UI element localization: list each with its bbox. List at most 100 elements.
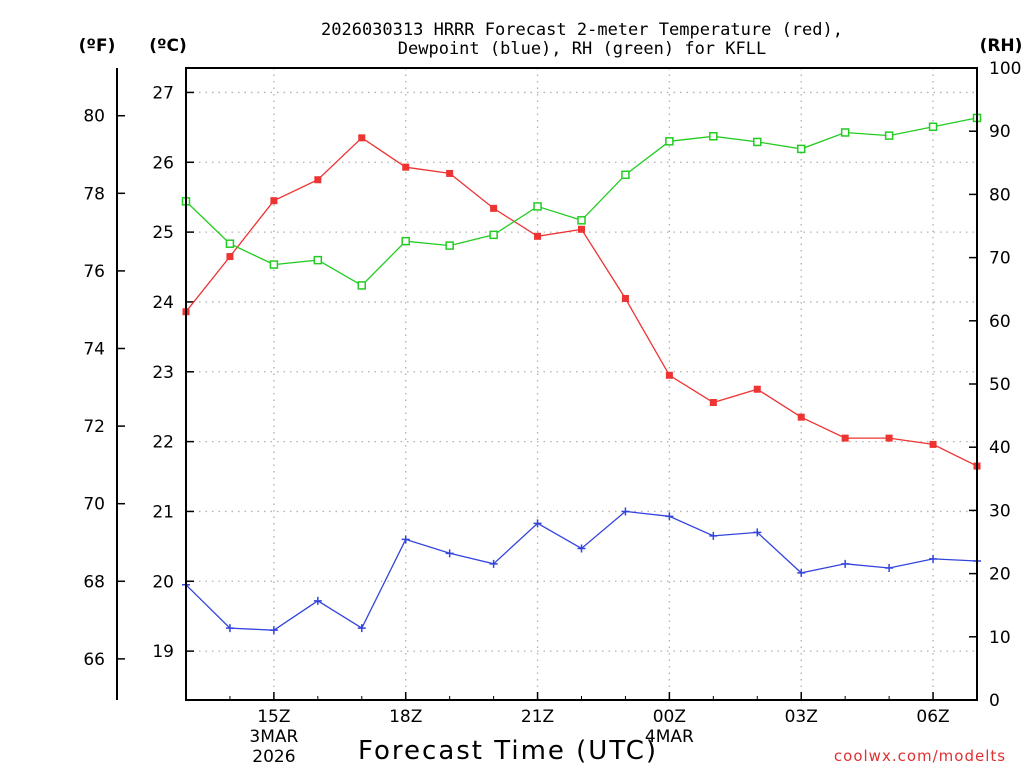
celsius-tick-label: 20: [152, 572, 174, 592]
x-tick-label: 00Z: [653, 707, 686, 727]
temperature-point: [402, 163, 410, 171]
dewpoint-point: [885, 564, 894, 573]
celsius-tick-label: 22: [152, 433, 174, 453]
dewpoint-point: [753, 528, 762, 537]
grid-lines: [186, 68, 977, 700]
rh-tick-label: 70: [989, 249, 1011, 269]
dewpoint-point: [577, 544, 586, 553]
celsius-unit-label: (ºC): [149, 36, 187, 56]
x-tick-label: 15Z: [257, 707, 290, 727]
temperature-point: [270, 197, 278, 205]
x-tick-year-label: 2026: [252, 747, 295, 767]
temperature-point: [665, 371, 673, 379]
rh-point: [357, 281, 367, 290]
rh-point: [577, 216, 586, 225]
dewpoint-point: [357, 624, 366, 633]
x-axis-title: Forecast Time (UTC): [358, 736, 658, 766]
x-tick-label: 18Z: [389, 707, 422, 727]
dewpoint-point: [401, 535, 410, 544]
rh-tick-label: 50: [989, 375, 1011, 395]
data-series: [181, 113, 982, 635]
source-credit: coolwx.com/modelts: [834, 747, 1006, 765]
dewpoint-point: [225, 624, 234, 633]
rh-unit-label: (RH): [980, 36, 1023, 56]
dewpoint-point: [665, 512, 674, 521]
fahrenheit-tick-label: 72: [83, 417, 105, 437]
rh-point: [621, 170, 630, 180]
dewpoint-point: [621, 507, 630, 516]
chart-title-line-1: 2026030313 HRRR Forecast 2-meter Tempera…: [321, 20, 843, 40]
temperature-point: [490, 204, 498, 212]
rh-tick-label: 60: [989, 312, 1011, 332]
x-tick-date-label: 4MAR: [645, 727, 694, 747]
rh-point: [489, 230, 498, 240]
dewpoint-line: [185, 510, 978, 631]
temperature-point: [753, 385, 761, 393]
x-tick-date-label: 3MAR: [249, 727, 298, 747]
temperature-point: [885, 434, 893, 442]
dewpoint-point: [313, 596, 322, 605]
dewpoint-point: [841, 559, 850, 568]
rh-point: [401, 236, 410, 246]
rh-tick-label: 90: [989, 122, 1011, 142]
chart-title: 2026030313 HRRR Forecast 2-meter Tempera…: [321, 20, 843, 59]
fahrenheit-unit-label: (ºF): [79, 36, 116, 56]
celsius-tick-label: 26: [152, 153, 174, 173]
fahrenheit-tick-label: 76: [83, 262, 105, 282]
rh-point: [884, 131, 894, 140]
celsius-tick-label: 24: [152, 293, 174, 313]
rh-point: [753, 137, 762, 147]
rh-point: [313, 255, 323, 265]
dewpoint-point: [797, 568, 806, 577]
temperature-point: [358, 134, 366, 142]
x-tick-label: 06Z: [916, 707, 949, 727]
temperature-point: [621, 294, 629, 302]
fahrenheit-tick-label: 78: [83, 184, 105, 204]
fahrenheit-tick-label: 68: [83, 572, 105, 592]
rh-line: [185, 117, 978, 287]
dewpoint-point: [709, 531, 718, 540]
chart-title-line-2: Dewpoint (blue), RH (green) for KFLL: [398, 39, 766, 59]
celsius-tick-label: 27: [152, 83, 174, 103]
rh-point: [445, 241, 454, 250]
fahrenheit-tick-label: 74: [83, 340, 105, 360]
x-tick-label: 03Z: [785, 707, 818, 727]
rh-point: [796, 144, 806, 154]
dewpoint-point: [533, 519, 542, 528]
rh-point: [269, 260, 279, 269]
celsius-tick-label: 23: [152, 363, 174, 383]
rh-tick-label: 30: [989, 501, 1011, 521]
temperature-point: [534, 232, 542, 240]
plot-frame: [185, 67, 978, 701]
rh-point: [928, 122, 938, 132]
dewpoint-point: [489, 559, 498, 568]
temperature-point: [314, 176, 322, 184]
celsius-tick-label: 25: [152, 223, 174, 243]
temperature-point: [797, 413, 805, 421]
rh-point: [665, 137, 674, 146]
temperature-point: [578, 225, 585, 233]
rh-tick-label: 0: [989, 691, 1000, 711]
rh-point: [840, 128, 850, 137]
rh-point: [709, 132, 718, 141]
temperature-point: [841, 434, 849, 442]
rh-tick-label: 10: [989, 628, 1011, 648]
temperature-point: [446, 169, 454, 177]
fahrenheit-tick-label: 80: [83, 107, 105, 127]
dewpoint-point: [929, 554, 938, 563]
temperature-point: [226, 253, 234, 261]
dewpoint-point: [269, 626, 278, 635]
x-tick-label: 21Z: [521, 707, 554, 727]
dewpoint-point: [445, 549, 454, 558]
temperature-point: [929, 440, 937, 448]
fahrenheit-tick-label: 70: [83, 495, 105, 515]
rh-tick-label: 100: [989, 59, 1021, 79]
rh-tick-label: 80: [989, 185, 1011, 205]
celsius-tick-label: 21: [152, 502, 174, 522]
temperature-line: [185, 136, 978, 467]
celsius-tick-label: 19: [152, 642, 174, 662]
temperature-point: [709, 399, 717, 407]
fahrenheit-tick-label: 66: [83, 650, 105, 670]
